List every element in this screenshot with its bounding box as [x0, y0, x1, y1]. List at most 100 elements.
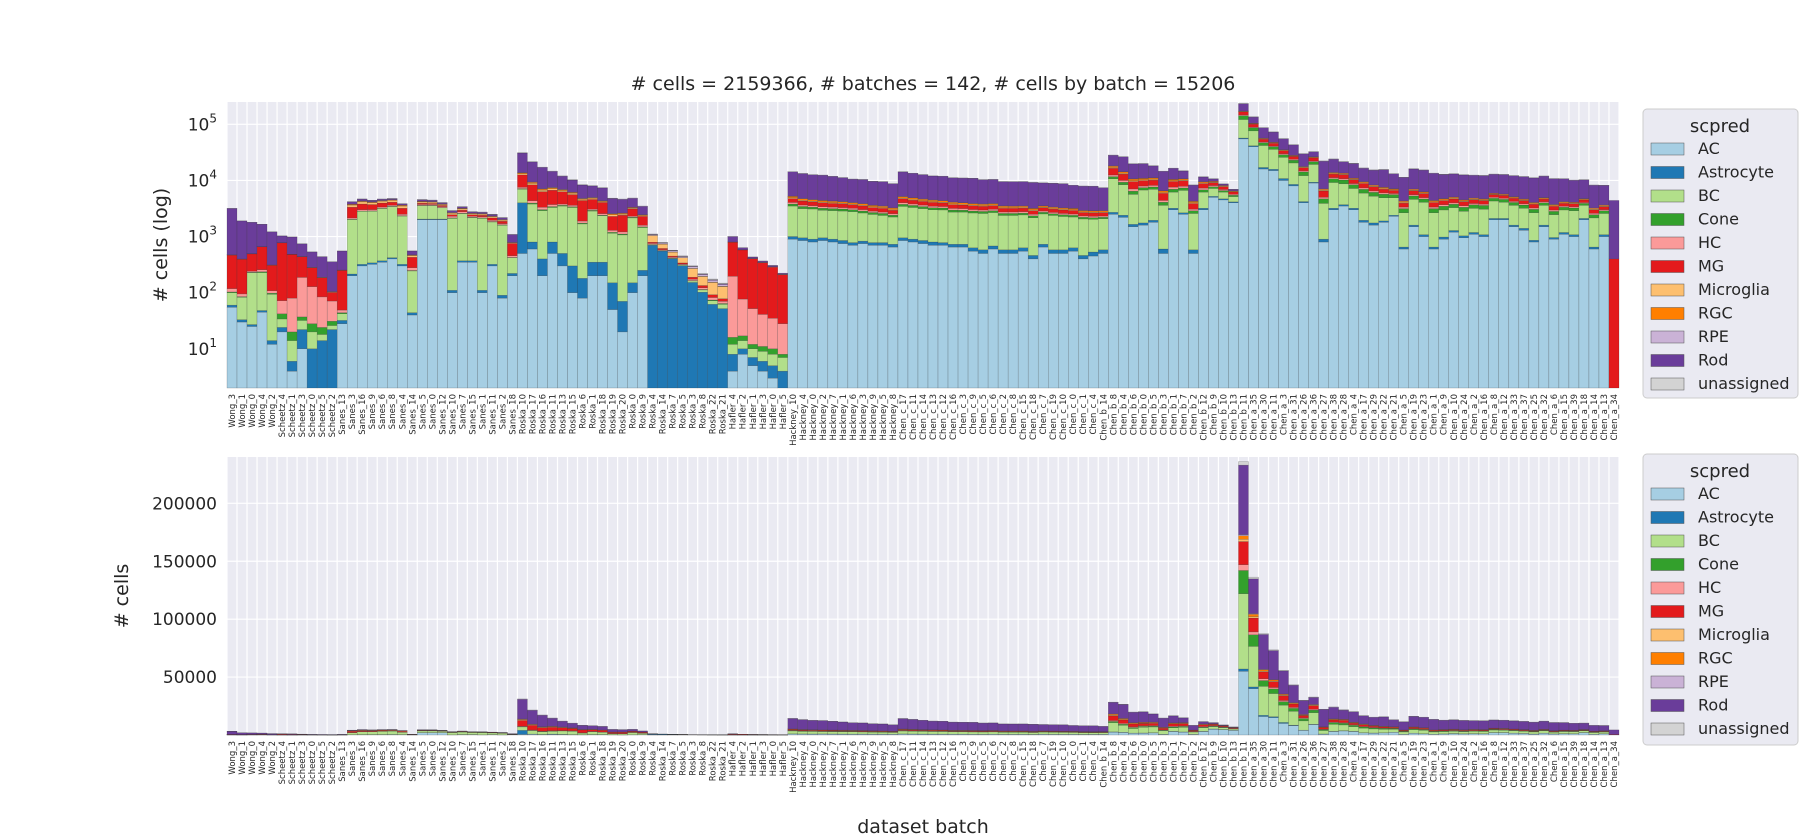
top-bar-hc	[917, 204, 929, 207]
top-x-tick-label: Chen_c_14	[919, 394, 929, 440]
bot-bar-ac	[1308, 724, 1319, 736]
top-bar-mg	[777, 274, 788, 324]
top-bar-cone	[1278, 154, 1289, 158]
bot-bar-rod	[1468, 720, 1479, 730]
top-bar-hc	[857, 209, 869, 212]
top-x-tick-label: Sanes_11	[488, 394, 498, 435]
top-bar-mg	[697, 285, 708, 288]
bot-bar-bc	[1248, 646, 1259, 688]
top-bar-mg	[266, 265, 278, 291]
bot-x-tick-label: Scheetz_5	[318, 741, 328, 784]
top-bar-bc	[236, 297, 248, 320]
top-bar-mg	[1378, 188, 1389, 194]
bot-bar-mg	[1238, 541, 1249, 565]
top-bar-rod	[427, 199, 438, 202]
top-bars	[226, 103, 1620, 389]
bot-bar-ac	[1518, 733, 1530, 736]
top-bar-ac	[807, 241, 819, 389]
top-bar-bc	[757, 351, 768, 362]
top-bar-astrocyte	[597, 261, 608, 276]
top-bar-astrocyte	[677, 265, 688, 389]
bot-bar-unassigned	[1268, 649, 1279, 651]
top-bar-mg	[1408, 190, 1419, 195]
top-bar-hc	[797, 204, 809, 207]
top-legend-label-microglia: Microglia	[1698, 280, 1770, 299]
top-bar-hc	[276, 300, 288, 314]
top-bar-mg	[256, 246, 268, 270]
top-legend-swatch-ac	[1650, 142, 1685, 156]
bot-bar-rod	[1268, 650, 1279, 680]
top-bar-hc	[1098, 215, 1109, 218]
top-bar-bc	[276, 318, 288, 328]
top-x-tick-label: Roska_7	[669, 394, 679, 429]
top-bar-rgc	[837, 201, 849, 204]
top-bar-hc	[597, 213, 608, 216]
bot-x-tick-label: Chen_a_18	[1580, 741, 1590, 787]
top-x-tick-label: Sanes_4	[398, 394, 408, 429]
bot-bar-rod	[1298, 700, 1309, 715]
top-bar-ac	[977, 253, 989, 389]
top-bar-rgc	[1158, 190, 1169, 193]
top-bar-rod	[867, 181, 879, 206]
top-bar-cone	[1558, 207, 1570, 211]
top-bar-mg	[1458, 201, 1469, 206]
bot-x-tick-label: Chen_b_3	[1159, 741, 1169, 782]
top-x-tick-label: Sanes_3	[348, 394, 358, 429]
top-bar-cone	[1088, 217, 1099, 220]
top-x-tick-label: Hackney_7	[829, 394, 839, 441]
top-bar-ac	[336, 323, 348, 389]
bot-x-tick-label: Hackney_0	[809, 741, 819, 788]
bot-bar-bc	[1218, 727, 1229, 730]
top-bar-cone	[1428, 208, 1439, 213]
bottom-legend-box	[1642, 453, 1799, 746]
bot-x-tick-label: Sanes_7	[458, 741, 468, 776]
top-x-tick-label: Chen_c_18	[1029, 394, 1039, 440]
top-bar-astrocyte	[947, 244, 959, 248]
top-legend: scpred ACAstrocyteBCConeHCMGMicrogliaRGC…	[1642, 108, 1799, 399]
top-x-tick-label: Chen_b_0	[1139, 394, 1149, 435]
top-bar-hc	[977, 209, 989, 212]
bot-bar-bc	[587, 731, 598, 735]
top-bar-astrocyte	[1588, 246, 1600, 250]
top-bar-bc	[1148, 189, 1159, 221]
top-bar-ac	[867, 245, 879, 389]
top-bar-astrocyte	[477, 290, 488, 293]
bot-bar-rod	[1308, 697, 1319, 705]
top-bar-bc	[417, 205, 428, 220]
bot-bar-bc	[1158, 730, 1169, 735]
top-bar-rod	[787, 171, 798, 197]
bot-bar-bc	[1288, 711, 1299, 726]
bot-x-tick-label: Chen_a_33	[1510, 741, 1520, 787]
top-bar-rod	[597, 187, 608, 201]
top-bar-rgc	[977, 203, 989, 206]
top-bar-rgc	[1168, 179, 1179, 181]
bot-bar-rod	[877, 723, 889, 732]
top-x-tick-label: Chen_c_2	[999, 394, 1009, 435]
top-bar-bc	[256, 272, 268, 311]
top-bar-bc	[697, 289, 708, 293]
top-bar-rgc	[1027, 208, 1039, 211]
top-bar-bc	[817, 210, 829, 238]
top-bar-bc	[947, 211, 959, 245]
top-bar-rod	[1068, 185, 1079, 209]
bot-x-tick-label: Chen_c_17	[899, 741, 909, 787]
top-bar-bc	[527, 203, 538, 243]
top-bar-hc	[637, 225, 648, 228]
top-bar-bc	[1518, 208, 1530, 229]
bot-x-tick-label: Chen_a_34	[1610, 741, 1620, 787]
bot-x-tick-label: Scheetz_4	[278, 741, 288, 784]
bot-bar-bc	[557, 730, 568, 735]
top-bar-rgc	[1118, 171, 1129, 174]
top-bar-astrocyte	[757, 361, 768, 372]
top-bar-cone	[1198, 189, 1209, 193]
bot-bar-ac	[1488, 732, 1500, 736]
bot-bar-rod	[1498, 720, 1510, 729]
bot-bar-bc	[1478, 731, 1489, 734]
bot-legend-swatch-unassigned	[1650, 722, 1685, 736]
top-bar-mg	[1108, 168, 1119, 176]
bottom-legend: scpred ACAstrocyteBCConeHCMGMicrogliaRGC…	[1642, 453, 1799, 746]
top-bar-rgc	[997, 205, 1009, 208]
bot-bar-rod	[1258, 634, 1269, 670]
top-bar-ac	[1138, 224, 1149, 389]
bot-bar-rod	[567, 723, 578, 729]
